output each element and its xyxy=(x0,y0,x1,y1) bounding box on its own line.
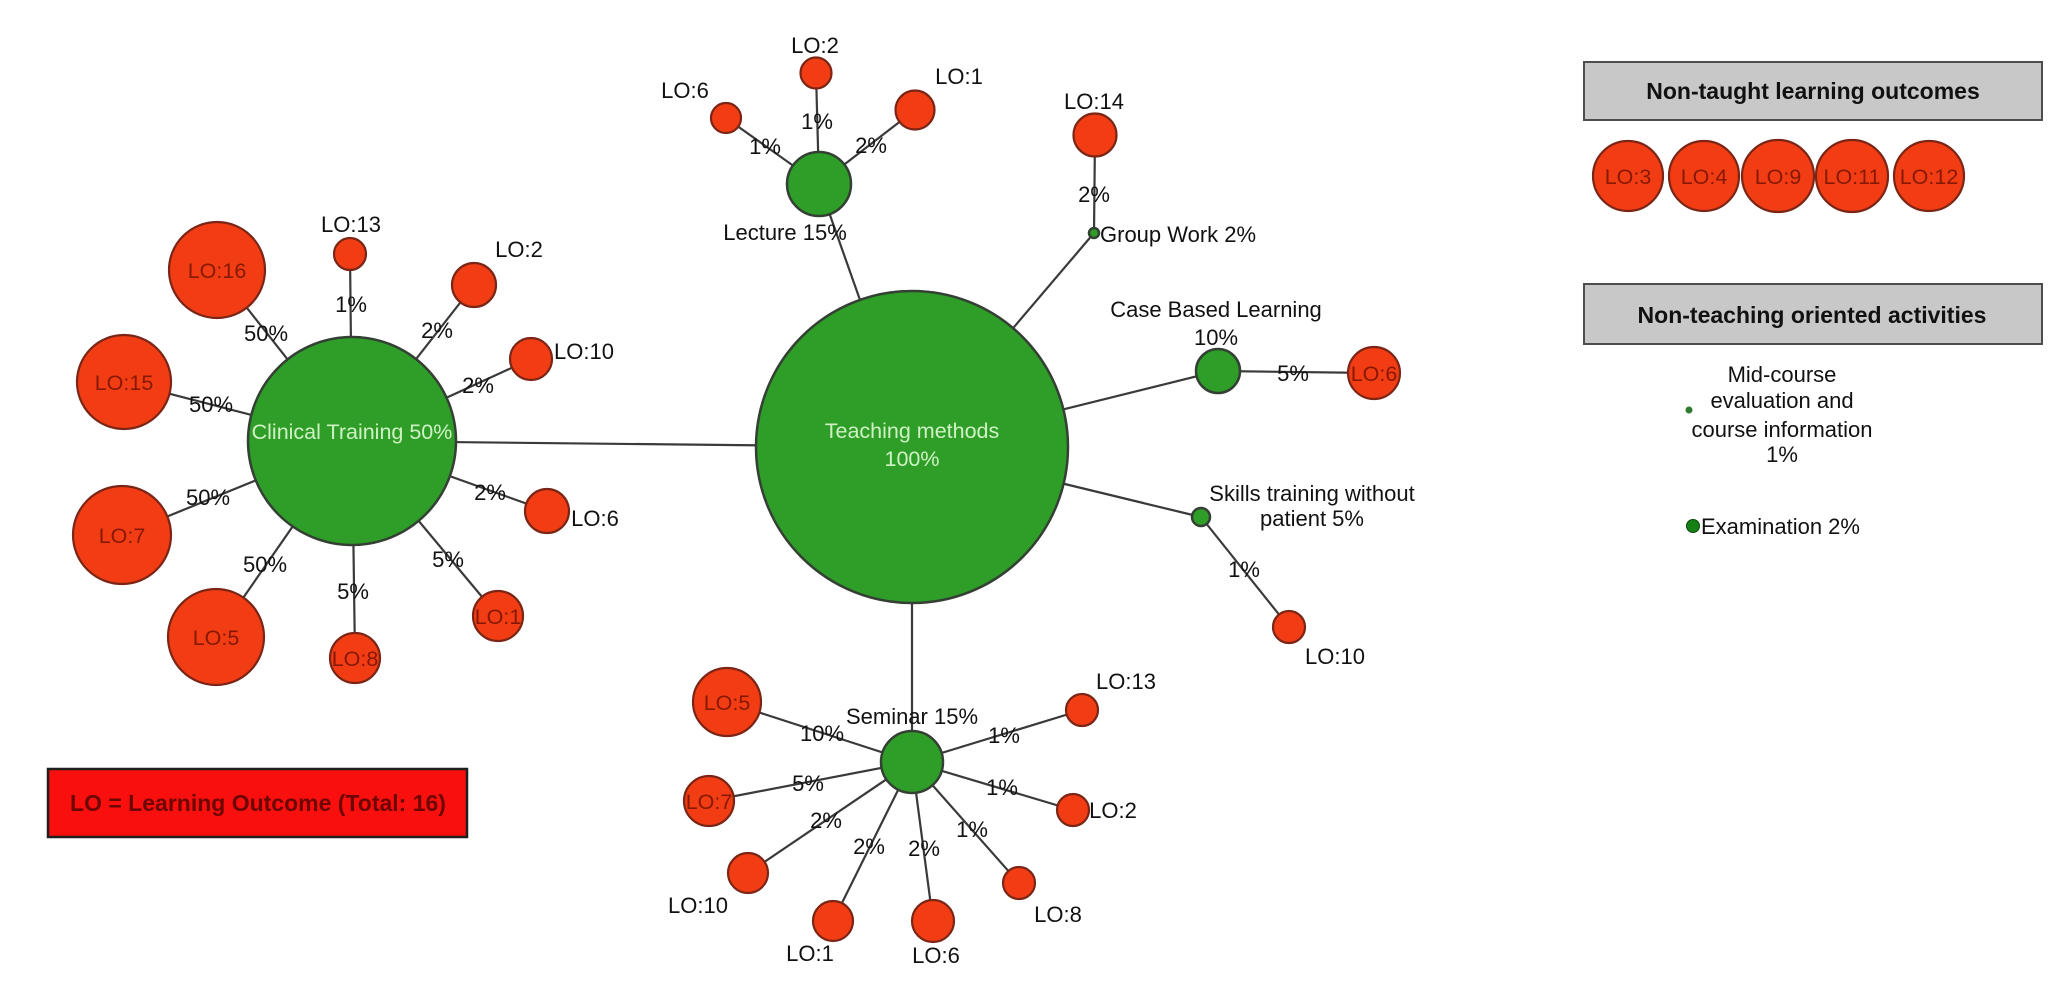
svg-text:LO:6: LO:6 xyxy=(661,78,709,103)
svg-text:LO:5: LO:5 xyxy=(193,626,240,650)
svg-text:Group Work 2%: Group Work 2% xyxy=(1100,222,1256,247)
svg-text:2%: 2% xyxy=(853,834,885,859)
svg-text:LO:14: LO:14 xyxy=(1064,89,1124,114)
svg-text:2%: 2% xyxy=(908,836,940,861)
svg-text:LO:10: LO:10 xyxy=(668,893,728,918)
svg-text:LO:16: LO:16 xyxy=(188,259,247,283)
svg-text:LO:15: LO:15 xyxy=(95,371,154,395)
svg-text:LO:10: LO:10 xyxy=(1305,644,1365,669)
svg-text:Mid-course: Mid-course xyxy=(1728,362,1837,387)
svg-text:LO:2: LO:2 xyxy=(1089,798,1137,823)
svg-text:50%: 50% xyxy=(186,485,230,510)
svg-text:2%: 2% xyxy=(462,373,494,398)
svg-text:1%: 1% xyxy=(335,292,367,317)
svg-text:LO:3: LO:3 xyxy=(1605,165,1652,189)
svg-text:LO:2: LO:2 xyxy=(495,237,543,262)
svg-text:LO:13: LO:13 xyxy=(321,212,381,237)
svg-text:LO:7: LO:7 xyxy=(99,524,146,548)
svg-text:LO:10: LO:10 xyxy=(554,339,614,364)
svg-text:50%: 50% xyxy=(189,392,233,417)
svg-text:2%: 2% xyxy=(855,133,887,158)
svg-text:LO:7: LO:7 xyxy=(686,790,733,814)
svg-text:LO:1: LO:1 xyxy=(786,941,834,966)
svg-text:LO = Learning Outcome (Total:: LO = Learning Outcome (Total: 16) xyxy=(70,790,446,816)
svg-text:LO:11: LO:11 xyxy=(1824,165,1881,189)
svg-text:5%: 5% xyxy=(792,771,824,796)
svg-text:2%: 2% xyxy=(421,318,453,343)
svg-text:Clinical Training 50%: Clinical Training 50% xyxy=(252,420,453,444)
svg-text:Non-teaching oriented activiti: Non-teaching oriented activities xyxy=(1638,302,1987,328)
svg-text:Case Based Learning: Case Based Learning xyxy=(1110,297,1322,322)
svg-text:evaluation and: evaluation and xyxy=(1710,388,1853,413)
svg-text:LO:1: LO:1 xyxy=(935,64,983,89)
svg-text:LO:9: LO:9 xyxy=(1755,165,1802,189)
svg-text:LO:13: LO:13 xyxy=(1096,669,1156,694)
svg-text:Non-taught learning outcomes: Non-taught learning outcomes xyxy=(1646,78,1980,104)
svg-text:course information: course information xyxy=(1692,417,1873,442)
svg-text:50%: 50% xyxy=(243,552,287,577)
svg-text:LO:2: LO:2 xyxy=(791,33,839,58)
svg-text:Skills training without: Skills training without xyxy=(1209,481,1414,506)
svg-text:Examination 2%: Examination 2% xyxy=(1701,514,1860,539)
svg-text:1%: 1% xyxy=(749,134,781,159)
svg-text:5%: 5% xyxy=(337,579,369,604)
svg-text:2%: 2% xyxy=(1078,182,1110,207)
svg-text:LO:6: LO:6 xyxy=(571,506,619,531)
svg-text:1%: 1% xyxy=(956,817,988,842)
svg-text:LO:12: LO:12 xyxy=(1900,165,1959,189)
svg-text:LO:5: LO:5 xyxy=(704,691,751,715)
svg-text:Teaching methods: Teaching methods xyxy=(825,419,1000,443)
svg-text:5%: 5% xyxy=(1277,361,1309,386)
svg-text:Seminar 15%: Seminar 15% xyxy=(846,704,978,729)
svg-text:LO:1: LO:1 xyxy=(475,605,522,629)
svg-text:LO:8: LO:8 xyxy=(1034,902,1082,927)
svg-text:LO:8: LO:8 xyxy=(332,647,379,671)
svg-text:LO:6: LO:6 xyxy=(912,943,960,968)
svg-text:1%: 1% xyxy=(986,775,1018,800)
svg-text:1%: 1% xyxy=(1228,557,1260,582)
svg-text:1%: 1% xyxy=(988,723,1020,748)
svg-text:2%: 2% xyxy=(810,808,842,833)
svg-text:2%: 2% xyxy=(474,480,506,505)
svg-text:1%: 1% xyxy=(801,109,833,134)
svg-text:LO:4: LO:4 xyxy=(1681,165,1728,189)
svg-text:50%: 50% xyxy=(244,321,288,346)
svg-text:Lecture 15%: Lecture 15% xyxy=(723,220,847,245)
svg-text:patient 5%: patient 5% xyxy=(1260,506,1364,531)
svg-text:1%: 1% xyxy=(1766,442,1798,467)
svg-text:10%: 10% xyxy=(800,721,844,746)
svg-text:10%: 10% xyxy=(1194,325,1238,350)
svg-text:5%: 5% xyxy=(432,547,464,572)
svg-text:LO:6: LO:6 xyxy=(1351,362,1398,386)
svg-text:100%: 100% xyxy=(885,447,940,471)
